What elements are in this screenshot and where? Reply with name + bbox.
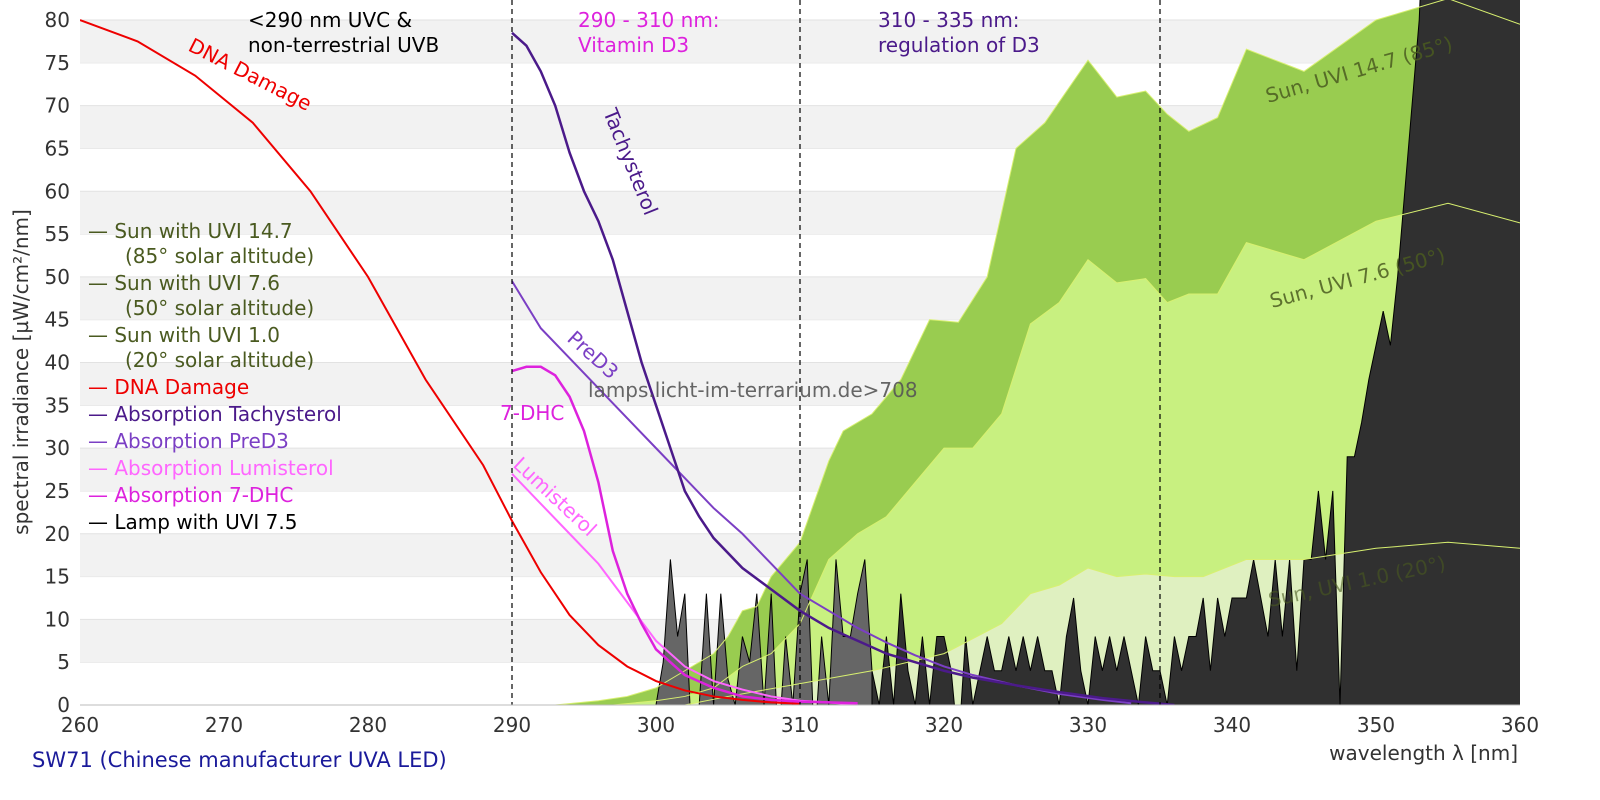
x-tick-label: 270 — [205, 713, 243, 737]
line-series — [80, 19, 1175, 705]
x-tick-label: 280 — [349, 713, 387, 737]
outline-sun10 — [684, 541, 1520, 705]
y-tick-label: 20 — [45, 522, 70, 546]
legend-item: — Lamp with UVI 7.5 — [88, 510, 297, 534]
y-tick-label: 60 — [45, 179, 70, 203]
x-tick-label: 340 — [1213, 713, 1251, 737]
region-dividers — [511, 0, 1161, 705]
y-tick-label: 0 — [57, 693, 70, 717]
x-tick-label: 320 — [925, 713, 963, 737]
x-axis-label: wavelength λ [nm] — [1329, 741, 1518, 765]
annotation-reg-line2: regulation of D3 — [878, 33, 1040, 57]
area-lamp-uva — [871, 0, 1520, 705]
x-tick-label: 300 — [637, 713, 675, 737]
outline-sun147 — [555, 0, 1520, 705]
line-dhc — [511, 365, 858, 705]
y-tick-label: 15 — [45, 565, 70, 589]
y-tick-label: 45 — [45, 308, 70, 332]
legend-item: — Sun with UVI 7.6 — [88, 271, 280, 295]
y-tick-label: 5 — [57, 650, 70, 674]
y-tick-label: 40 — [45, 351, 70, 375]
y-tick-label: 55 — [45, 222, 70, 246]
legend-item: — DNA Damage — [88, 375, 249, 399]
x-tick-label: 290 — [493, 713, 531, 737]
legend: — Sun with UVI 14.7(85° solar altitude) —… — [88, 219, 342, 534]
legend-item: — Absorption 7-DHC — [88, 483, 293, 507]
annotation-uvc-line2: non-terrestrial UVB — [248, 33, 439, 57]
y-axis-label: spectral irradiance [µW/cm²/nm] — [9, 209, 33, 535]
legend-item: — Absorption Tachysterol — [88, 402, 342, 426]
x-tick-label: 310 — [781, 713, 819, 737]
annotation-vitd-line1: 290 - 310 nm: — [578, 8, 720, 32]
line-dna — [80, 19, 801, 705]
legend-item-detail: (50° solar altitude) — [125, 296, 314, 320]
y-tick-label: 75 — [45, 51, 70, 75]
x-tick-label: 330 — [1069, 713, 1107, 737]
legend-item: — Sun with UVI 14.7 — [88, 219, 293, 243]
x-tick-label: 360 — [1501, 713, 1539, 737]
legend-item: — Absorption PreD3 — [88, 429, 289, 453]
legend-item-detail: (20° solar altitude) — [125, 348, 314, 372]
watermark: lamps.licht-im-terrarium.de>708 — [588, 378, 918, 402]
outline-sun76 — [612, 202, 1520, 705]
annotation-reg-line1: 310 - 335 nm: — [878, 8, 1020, 32]
legend-item: — Sun with UVI 1.0 — [88, 323, 280, 347]
y-tick-label: 30 — [45, 436, 70, 460]
y-tick-label: 10 — [45, 607, 70, 631]
x-tick-label: 260 — [61, 713, 99, 737]
annotation-vitd-line2: Vitamin D3 — [578, 33, 689, 57]
y-tick-label: 70 — [45, 94, 70, 118]
y-tick-label: 50 — [45, 265, 70, 289]
annotation-uvc-line1: <290 nm UVC & — [248, 8, 412, 32]
y-tick-label: 35 — [45, 393, 70, 417]
line-tachy — [511, 31, 1175, 705]
legend-item: — Absorption Lumisterol — [88, 456, 334, 480]
y-tick-labels: 0 5 10 15 20 25 30 35 40 45 50 55 60 65 70 75 80 — [45, 8, 70, 717]
legend-item-detail: (85° solar altitude) — [125, 244, 314, 268]
y-tick-label: 65 — [45, 136, 70, 160]
y-tick-label: 25 — [45, 479, 70, 503]
x-tick-labels: 260 270 280 290 300 310 320 330 340 350 360 — [61, 713, 1539, 737]
footer-caption: SW71 (Chinese manufacturer UVA LED) — [32, 748, 447, 772]
area-series — [555, 0, 1520, 705]
y-tick-label: 80 — [45, 8, 70, 32]
x-tick-label: 350 — [1357, 713, 1395, 737]
label-7dhc: 7-DHC — [500, 401, 564, 425]
